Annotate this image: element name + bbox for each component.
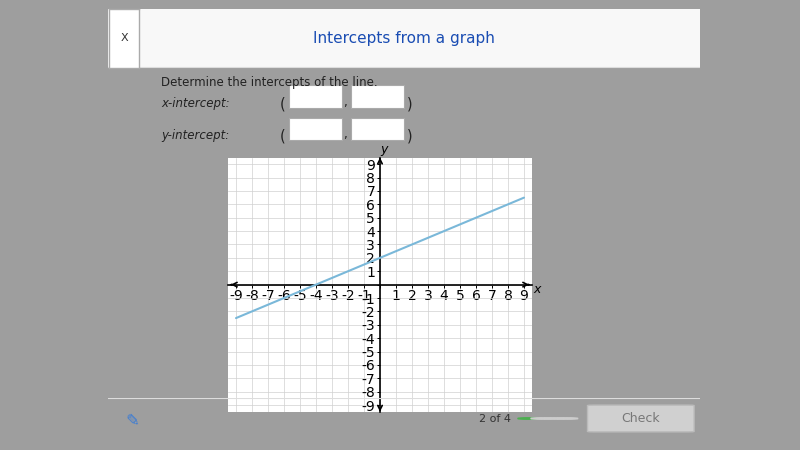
Text: y-intercept:: y-intercept: bbox=[162, 129, 230, 142]
FancyBboxPatch shape bbox=[587, 405, 694, 432]
FancyBboxPatch shape bbox=[289, 118, 342, 140]
Circle shape bbox=[544, 418, 565, 419]
Text: (: ( bbox=[280, 128, 286, 144]
FancyBboxPatch shape bbox=[350, 86, 404, 108]
Text: X: X bbox=[120, 33, 128, 44]
Text: x: x bbox=[534, 284, 541, 297]
FancyBboxPatch shape bbox=[350, 118, 404, 140]
Text: ): ) bbox=[407, 96, 413, 111]
Text: ✏: ✏ bbox=[121, 408, 143, 431]
Text: x-intercept:: x-intercept: bbox=[162, 97, 230, 110]
Text: Check: Check bbox=[622, 412, 660, 425]
FancyBboxPatch shape bbox=[108, 9, 700, 67]
Circle shape bbox=[530, 418, 552, 419]
Text: 2 of 4: 2 of 4 bbox=[478, 414, 510, 423]
Text: (: ( bbox=[280, 96, 286, 111]
Text: ,: , bbox=[343, 128, 346, 141]
Circle shape bbox=[557, 418, 578, 419]
Circle shape bbox=[518, 418, 539, 419]
FancyBboxPatch shape bbox=[289, 86, 342, 108]
Text: Determine the intercepts of the line.: Determine the intercepts of the line. bbox=[162, 76, 378, 89]
Text: Intercepts from a graph: Intercepts from a graph bbox=[313, 31, 495, 45]
Text: ,: , bbox=[343, 96, 346, 109]
Text: y: y bbox=[380, 143, 388, 156]
Text: ): ) bbox=[407, 128, 413, 144]
